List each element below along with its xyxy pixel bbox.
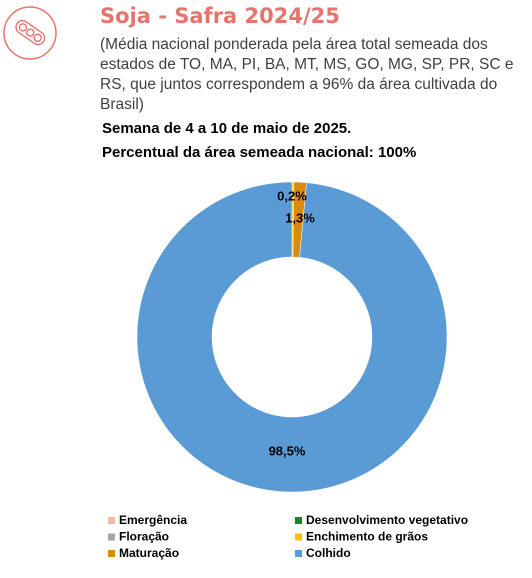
chart-note: Percentual da área semeada nacional: 100… [102, 144, 417, 161]
legend-swatch [295, 533, 302, 541]
legend-label: Emergência [119, 513, 187, 527]
data-label: 98,5% [269, 443, 306, 458]
legend-label: Enchimento de grãos [306, 530, 428, 544]
slice [136, 181, 448, 493]
data-label: 0,2% [277, 188, 307, 203]
legend-label: Desenvolvimento vegetativo [306, 513, 468, 527]
chart-title: Soja - Safra 2024/25 [100, 4, 340, 28]
legend-swatch [108, 517, 115, 524]
legend-swatch [108, 533, 115, 541]
chart-note: Semana de 4 a 10 de maio de 2025. [102, 120, 352, 137]
soy-icon [3, 6, 57, 60]
legend-label: Maturação [119, 546, 179, 560]
legend-label: Colhido [306, 546, 351, 560]
legend-swatch [295, 517, 302, 524]
chart-subtitle: (Média nacional ponderada pela área tota… [100, 36, 514, 113]
legend-label: Floração [119, 530, 169, 544]
data-label: 1,3% [285, 210, 315, 225]
legend-swatch [295, 550, 302, 557]
legend-swatch [108, 550, 115, 557]
